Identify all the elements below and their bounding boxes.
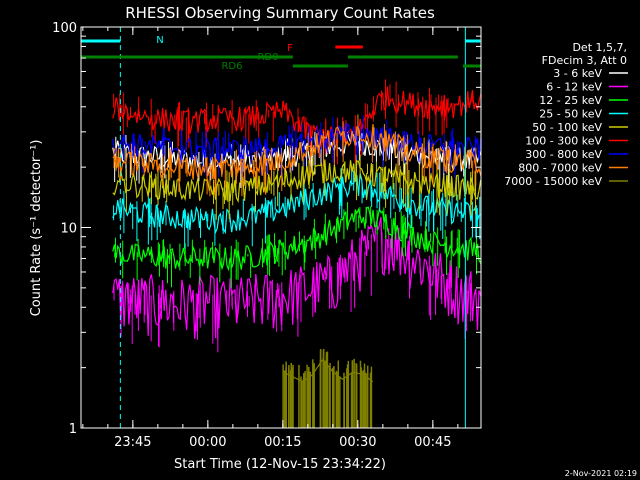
legend-header: Det 1,5,7, xyxy=(572,41,627,54)
x-tick-label: 00:30 xyxy=(339,435,376,450)
series-line xyxy=(112,206,481,272)
legend-label: 300 - 800 keV xyxy=(525,148,602,161)
legend-label: 50 - 100 keV xyxy=(532,121,602,134)
x-tick-label: 00:00 xyxy=(189,435,226,450)
flag-label-rd6: RD6 xyxy=(221,61,242,72)
y-tick-label: 10 xyxy=(60,222,77,237)
legend-label: 100 - 300 keV xyxy=(525,135,602,148)
series-100_300keV xyxy=(112,79,481,165)
plot-layer: N F RD0 RD6 23:45 00:00 00:15 00:30 00:45 1 10 100 xyxy=(52,21,482,450)
legend-label: 3 - 6 keV xyxy=(553,67,602,80)
x-tick-label: 23:45 xyxy=(114,435,151,450)
series-line xyxy=(112,86,481,147)
series-7000_15000keV xyxy=(282,348,374,428)
chart-title: RHESSI Observing Summary Count Rates xyxy=(125,4,435,22)
series-line xyxy=(112,124,481,180)
flag-label-rd0: RD0 xyxy=(257,52,278,63)
x-tick-label: 00:45 xyxy=(414,435,451,450)
flag-label-f: F xyxy=(287,43,293,54)
series-line xyxy=(112,216,481,339)
x-axis-label: Start Time (12-Nov-15 23:34:22) xyxy=(174,457,386,472)
flag-label-n: N xyxy=(156,35,163,46)
footer-timestamp: 2-Nov-2021 02:19 xyxy=(565,469,637,478)
y-tick-label: 100 xyxy=(52,21,77,36)
series-800_7000keV xyxy=(112,114,481,197)
legend-label: 25 - 50 keV xyxy=(539,108,602,121)
legend-label: 7000 - 15000 keV xyxy=(504,175,602,188)
y-tick-label: 1 xyxy=(69,422,77,437)
legend-label: 6 - 12 keV xyxy=(546,81,602,94)
series-12_25keV xyxy=(112,202,481,289)
series-line xyxy=(112,159,481,204)
series-25_50keV xyxy=(112,166,481,249)
legend-label: 12 - 25 keV xyxy=(539,94,602,107)
data-group xyxy=(112,79,481,428)
x-tick-label: 00:15 xyxy=(264,435,301,450)
series-6_12keV xyxy=(112,216,481,353)
legend-header: FDecim 3, Att 0 xyxy=(542,54,627,67)
y-axis-label: Count Rate (s⁻¹ detector⁻¹) xyxy=(29,140,44,317)
legend-label: 800 - 7000 keV xyxy=(518,162,602,175)
series-50_100keV xyxy=(112,154,481,220)
